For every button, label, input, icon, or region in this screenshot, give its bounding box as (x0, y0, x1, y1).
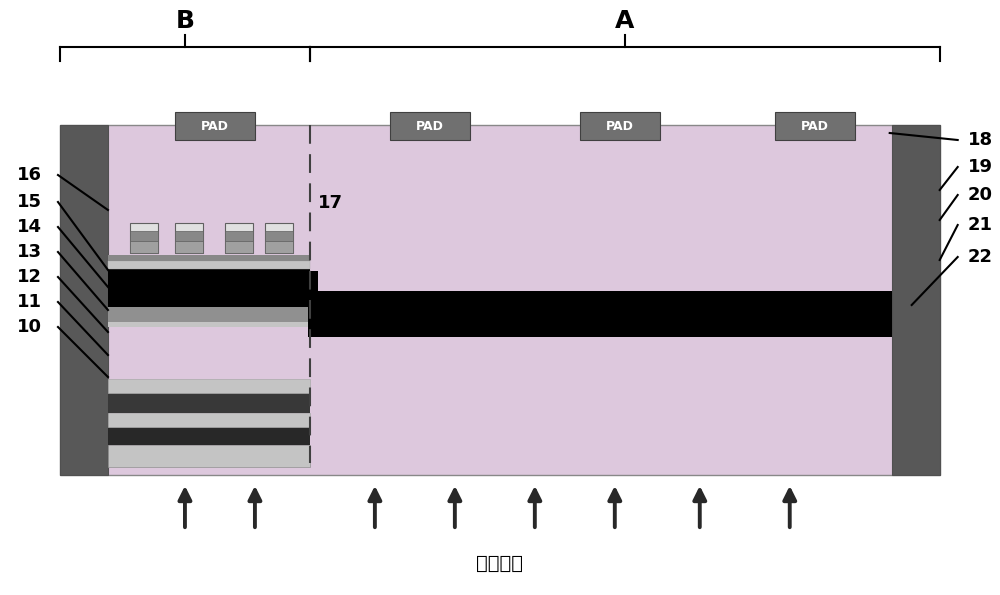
Text: 14: 14 (17, 218, 42, 236)
Bar (775, 112, 855, 140)
Bar (225, 241, 253, 253)
Bar (310, 291, 892, 337)
Text: 20: 20 (968, 186, 993, 204)
Bar (108, 379, 310, 393)
Text: PAD: PAD (606, 120, 634, 133)
Bar (108, 307, 310, 323)
Bar (60, 125, 108, 475)
Text: 13: 13 (17, 243, 42, 261)
Text: PAD: PAD (801, 120, 829, 133)
Text: PAD: PAD (416, 120, 444, 133)
Text: 18: 18 (968, 131, 993, 149)
Text: 19: 19 (968, 158, 993, 176)
Text: 12: 12 (17, 268, 42, 286)
Bar (108, 269, 310, 307)
Text: 16: 16 (17, 166, 42, 184)
Text: 17: 17 (318, 194, 343, 212)
Bar (108, 261, 310, 269)
Bar (108, 393, 310, 413)
Text: 22: 22 (968, 248, 993, 266)
Text: PAD: PAD (201, 120, 229, 133)
Bar (108, 255, 310, 261)
Bar (175, 223, 203, 253)
Bar (108, 413, 310, 427)
Bar (225, 223, 253, 253)
Text: 入射光线: 入射光线 (476, 553, 523, 572)
Bar (60, 125, 940, 475)
Bar (130, 231, 158, 241)
Bar (130, 241, 158, 253)
Text: A: A (615, 9, 634, 33)
Bar (390, 112, 470, 140)
Bar (265, 223, 293, 253)
Bar (265, 231, 293, 241)
Text: B: B (175, 9, 194, 33)
Text: 15: 15 (17, 193, 42, 211)
Bar (580, 112, 660, 140)
Bar (175, 231, 203, 241)
Bar (308, 271, 318, 337)
Bar (892, 125, 940, 475)
Bar (108, 322, 310, 327)
Bar (225, 231, 253, 241)
Bar (108, 445, 310, 467)
Bar (130, 223, 158, 253)
Text: 11: 11 (17, 293, 42, 311)
Text: 21: 21 (968, 216, 993, 234)
Bar (265, 241, 293, 253)
Bar (175, 112, 255, 140)
Bar (108, 427, 310, 445)
Text: 10: 10 (17, 318, 42, 336)
Bar (175, 241, 203, 253)
